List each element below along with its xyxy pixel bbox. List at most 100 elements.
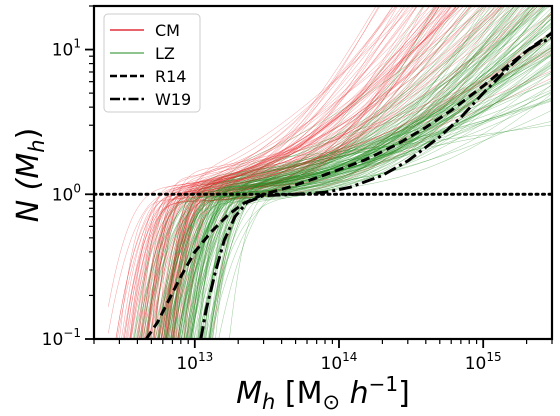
curve-lz	[211, 18, 552, 339]
curve-lz	[186, 25, 552, 339]
curve-lz	[162, 6, 519, 339]
curve-lz	[177, 84, 552, 339]
curve-lz	[203, 64, 552, 339]
curve-lz	[174, 6, 496, 339]
curve-cm	[146, 6, 380, 339]
curve-lz	[180, 23, 552, 339]
curve-lz	[157, 6, 481, 339]
curve-cm	[166, 6, 501, 339]
curve-cm	[155, 6, 377, 339]
curve-cm	[127, 32, 552, 339]
curve-lz	[185, 7, 552, 339]
curve-lz	[190, 65, 552, 339]
curve-lz	[144, 31, 552, 339]
curve-cm	[171, 6, 443, 339]
curve-lz	[165, 18, 552, 339]
curve-lz	[183, 89, 552, 339]
curve-lz	[186, 42, 552, 339]
legend-label-cm: CM	[155, 21, 180, 40]
curve-cm	[178, 6, 511, 339]
curve-cm	[146, 6, 452, 339]
curve-cm	[170, 6, 524, 339]
curve-cm	[129, 6, 425, 339]
curve-cm	[136, 6, 405, 339]
curve-cm	[173, 6, 496, 339]
curve-lz	[208, 92, 552, 339]
curve-lz	[187, 22, 552, 339]
curve-cm	[125, 6, 440, 339]
curve-lz	[170, 49, 552, 339]
curve-lz	[209, 6, 551, 339]
curve-lz	[209, 24, 552, 339]
curve-lz	[203, 6, 506, 339]
curve-cm	[158, 6, 457, 339]
curve-lz	[186, 13, 552, 339]
curve-lz	[145, 50, 552, 339]
curve-cm	[108, 6, 473, 334]
curve-cm	[150, 6, 394, 339]
curve-lz	[166, 13, 552, 339]
curve-lz	[133, 6, 501, 339]
curve-cm	[150, 47, 552, 339]
curve-cm	[115, 6, 440, 339]
curve-lz	[198, 46, 552, 339]
curve-lz	[173, 91, 552, 339]
curve-cm	[164, 6, 439, 339]
curve-lz	[189, 32, 552, 339]
curve-cm	[130, 6, 537, 339]
curve-cm	[140, 6, 458, 339]
curve-lz	[181, 13, 552, 339]
curve-lz	[190, 97, 552, 339]
legend-label-w19: W19	[155, 90, 191, 109]
curve-cm	[145, 6, 500, 339]
curve-lz	[160, 6, 483, 339]
x-tick-label: 1013	[176, 350, 213, 374]
curve-cm	[158, 6, 445, 339]
curve-lz	[190, 61, 552, 339]
curve-cm	[160, 6, 456, 339]
curve-cm	[164, 77, 552, 339]
curve-cm	[130, 6, 431, 339]
curve-lz	[178, 6, 487, 339]
curve-cm	[137, 6, 424, 339]
curve-cm	[141, 6, 503, 339]
curve-cm	[153, 6, 461, 339]
curve-cm	[149, 6, 453, 339]
curve-lz	[159, 36, 552, 339]
curve-lz	[191, 6, 545, 339]
curve-lz	[209, 37, 552, 339]
curve-lz	[141, 71, 552, 339]
curve-lz	[174, 6, 512, 339]
curve-cm	[115, 6, 484, 339]
curve-lz	[141, 46, 552, 339]
curve-lz	[178, 6, 535, 339]
curve-lz	[174, 6, 509, 339]
curve-cm	[129, 6, 460, 339]
curve-lz	[193, 43, 552, 339]
curve-lz	[167, 6, 537, 339]
curve-lz	[177, 6, 505, 339]
curve-lz	[202, 6, 515, 339]
curve-cm	[161, 6, 398, 339]
curve-cm	[165, 6, 452, 339]
curve-lz	[166, 93, 552, 339]
curve-cm	[184, 6, 505, 339]
legend: CM LZ R14 W19	[103, 13, 201, 113]
curve-cm	[164, 6, 398, 339]
plot-frame	[92, 4, 554, 341]
curve-cm	[159, 6, 437, 339]
curve-cm	[147, 6, 458, 339]
curve-lz	[158, 6, 473, 339]
legend-label-lz: LZ	[155, 44, 175, 63]
series-r14	[144, 31, 552, 339]
curve-lz	[167, 6, 539, 339]
curve-lz	[209, 6, 531, 339]
curve-cm	[126, 6, 468, 339]
curve-cm	[116, 6, 477, 339]
x-tick-label: 1014	[321, 350, 358, 374]
curve-cm	[151, 6, 539, 339]
curve-cm	[138, 6, 394, 339]
y-tick-label: 101	[52, 37, 81, 61]
curve-cm	[166, 6, 515, 339]
